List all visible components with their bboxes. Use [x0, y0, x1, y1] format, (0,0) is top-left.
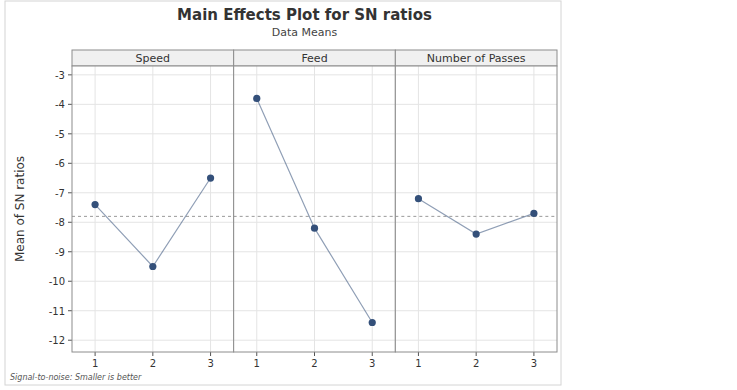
x-grid-line: [152, 66, 153, 352]
y-tick-label: -4: [55, 99, 65, 110]
point: [530, 210, 537, 217]
y-tick-label: -5: [55, 129, 65, 140]
point: [207, 174, 214, 181]
point: [369, 319, 376, 326]
x-tick: [476, 352, 477, 356]
y-tick: [68, 251, 72, 252]
panel-marks: [395, 195, 557, 238]
x-grid-line: [372, 66, 373, 352]
x-grid-line: [476, 66, 477, 352]
x-tick-label: 3: [207, 358, 213, 369]
x-tick: [210, 352, 211, 356]
x-tick: [256, 352, 257, 356]
panel-strip: [234, 50, 396, 66]
y-tick-label: -3: [55, 70, 65, 81]
point: [253, 95, 260, 102]
panel-strip: [395, 50, 557, 66]
title: Main Effects Plot for SN ratios: [177, 6, 432, 24]
y-tick: [68, 133, 72, 134]
chart-frame: [5, 1, 561, 385]
panel-label: Number of Passes: [427, 52, 526, 65]
x-tick-label: 3: [369, 358, 375, 369]
point: [415, 195, 422, 202]
x-tick: [314, 352, 315, 356]
panel-bg: [395, 66, 557, 352]
y-tick-label: -8: [55, 217, 65, 228]
point: [149, 263, 156, 270]
panel-marks: [72, 174, 234, 270]
x-tick-label: 1: [92, 358, 98, 369]
y-tick-label: -10: [49, 276, 65, 287]
panel-border: [234, 66, 396, 352]
x-tick: [533, 352, 534, 356]
mean-line: [72, 216, 234, 217]
point: [91, 201, 98, 208]
subtitle: Data Means: [272, 26, 338, 39]
y-tick: [68, 104, 72, 105]
y-tick-label: -7: [55, 188, 65, 199]
panel-bg: [72, 66, 234, 352]
point: [311, 225, 318, 232]
x-grid-line: [314, 66, 315, 352]
caption: Signal-to-noise: Smaller is better: [10, 373, 142, 382]
y-tick: [68, 281, 72, 282]
y-tick-label: -9: [55, 247, 65, 258]
y-tick: [68, 163, 72, 164]
y-axis-label: Mean of SN ratios: [13, 156, 27, 262]
panel-bg: [234, 66, 396, 352]
x-tick-label: 1: [415, 358, 421, 369]
x-tick: [418, 352, 419, 356]
y-tick: [68, 340, 72, 341]
x-grid-line: [533, 66, 534, 352]
y-tick-label: -12: [49, 335, 65, 346]
y-tick: [68, 74, 72, 75]
y-tick: [68, 222, 72, 223]
x-grid-line: [95, 66, 96, 352]
x-grid-line: [418, 66, 419, 352]
y-tick-label: -6: [55, 158, 65, 169]
x-tick-label: 3: [531, 358, 537, 369]
panel-marks: [234, 95, 396, 326]
effect-line: [95, 178, 210, 266]
y-tick: [68, 310, 72, 311]
effect-line: [418, 199, 533, 234]
panel-border: [395, 66, 557, 352]
x-tick-label: 2: [473, 358, 479, 369]
point: [473, 230, 480, 237]
x-tick: [95, 352, 96, 356]
x-tick: [372, 352, 373, 356]
x-tick-label: 2: [150, 358, 156, 369]
y-tick-label: -11: [49, 306, 65, 317]
panel-label: Speed: [136, 52, 170, 65]
x-tick-label: 1: [254, 358, 260, 369]
x-tick-label: 2: [311, 358, 317, 369]
panel-strip: [72, 50, 234, 66]
chart-svg: Main Effects Plot for SN ratios Data Mean…: [0, 0, 737, 390]
x-tick: [152, 352, 153, 356]
x-grid-line: [256, 66, 257, 352]
y-tick: [68, 192, 72, 193]
x-grid-line: [210, 66, 211, 352]
mean-line: [234, 216, 396, 217]
panel-label: Feed: [301, 52, 327, 65]
effect-line: [257, 98, 372, 322]
panel-border: [72, 66, 234, 352]
